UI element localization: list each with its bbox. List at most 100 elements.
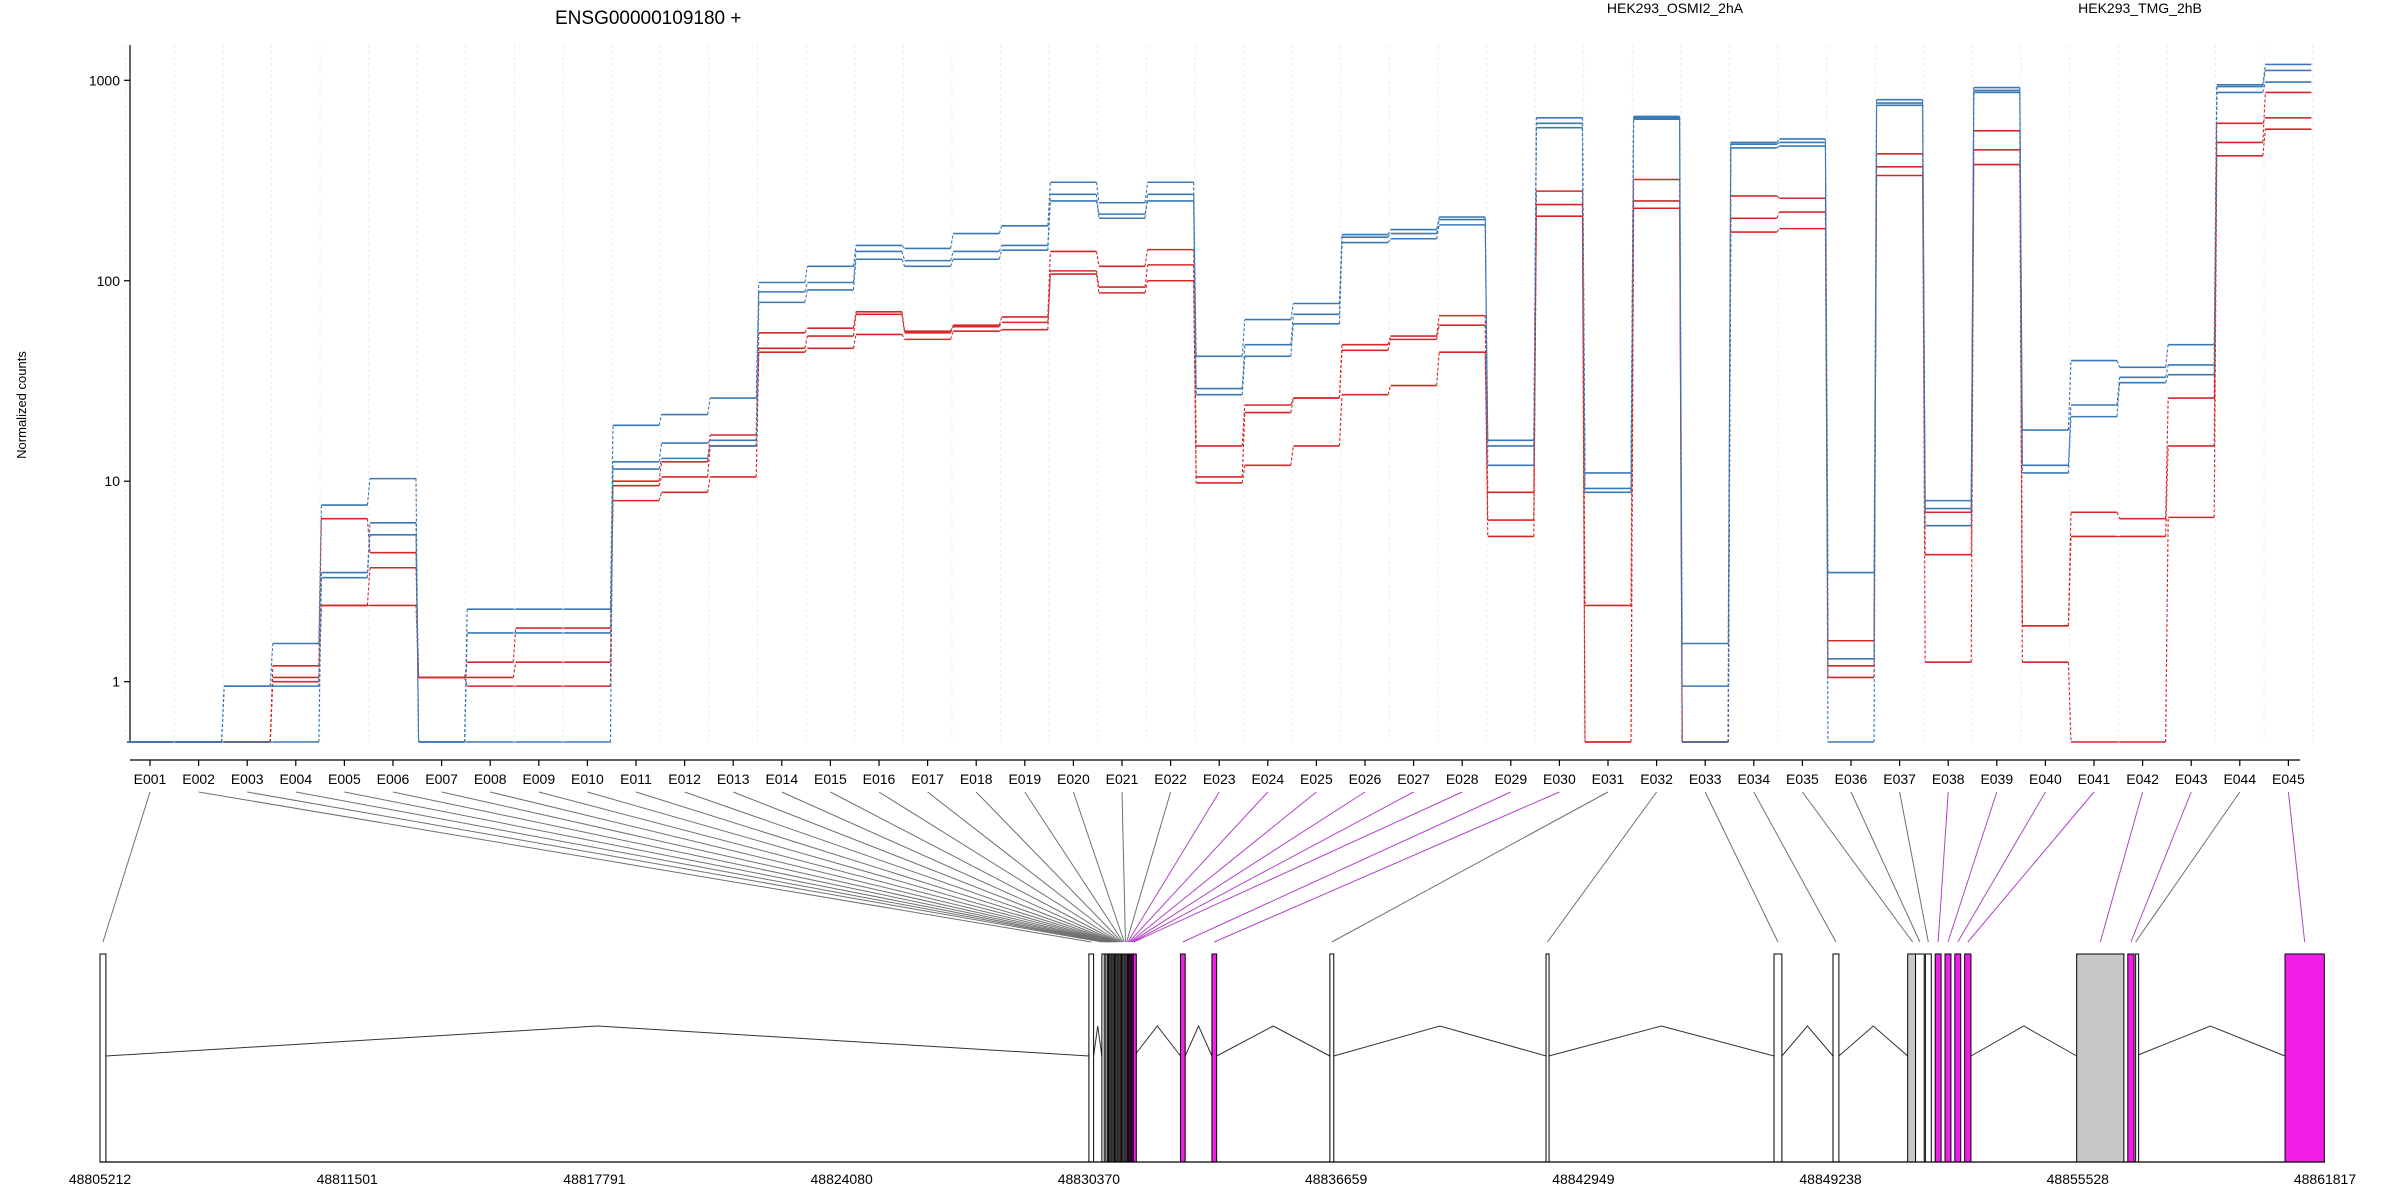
exon-connector bbox=[830, 791, 1119, 943]
exon-connector bbox=[1132, 791, 1414, 943]
genomic-tick-label: 48824080 bbox=[811, 1171, 874, 1187]
series-connector bbox=[1241, 404, 1246, 446]
exon-block bbox=[2284, 953, 2325, 1163]
series-connector bbox=[1776, 138, 1780, 143]
x-tick-label: E005 bbox=[328, 771, 361, 787]
x-tick-label: E022 bbox=[1154, 771, 1187, 787]
series-4 bbox=[127, 69, 2312, 743]
series-connector bbox=[1290, 303, 1294, 320]
exon-connector bbox=[1937, 791, 1949, 943]
series-connector bbox=[2019, 92, 2023, 473]
y-tick-label: 1 bbox=[112, 674, 120, 690]
series-connector bbox=[1290, 397, 1294, 413]
exon-block bbox=[1211, 953, 1218, 1163]
series-connector bbox=[269, 643, 274, 687]
y-tick-label: 100 bbox=[97, 273, 121, 289]
x-tick-label: E039 bbox=[1980, 771, 2013, 787]
series-connector bbox=[2165, 364, 2169, 378]
genomic-tick-label: 48849238 bbox=[1799, 1171, 1862, 1187]
series-connector bbox=[1193, 200, 1197, 395]
series-connector bbox=[658, 461, 663, 482]
exon-connector bbox=[1899, 791, 1929, 943]
series-connector bbox=[658, 414, 663, 426]
series-connector bbox=[998, 322, 1003, 327]
series-connector bbox=[804, 327, 808, 334]
series-connector bbox=[318, 577, 322, 743]
x-tick-label: E010 bbox=[571, 771, 604, 787]
series-connector bbox=[707, 476, 711, 493]
series-connector bbox=[1241, 319, 1246, 357]
exon-connector bbox=[1704, 791, 1779, 943]
intron-line bbox=[1781, 1025, 1834, 1057]
genomic-tick-label: 48861817 bbox=[2294, 1171, 2357, 1187]
x-tick-label: E033 bbox=[1689, 771, 1722, 787]
exon-connector bbox=[102, 791, 151, 943]
x-tick-label: E043 bbox=[2175, 771, 2208, 787]
intron-line bbox=[2135, 1025, 2286, 1057]
series-connector bbox=[1193, 264, 1197, 477]
series-lines bbox=[127, 63, 2312, 743]
series-connector bbox=[901, 245, 906, 249]
series-2 bbox=[127, 91, 2312, 743]
series-connector bbox=[1581, 204, 1586, 743]
exon-connector bbox=[1331, 791, 1609, 943]
series-connector bbox=[950, 326, 954, 334]
series-connector bbox=[2019, 149, 2023, 626]
series-connector bbox=[1436, 325, 1440, 340]
x-tick-label: E007 bbox=[425, 771, 458, 787]
series-connector bbox=[2165, 517, 2169, 743]
exon-block bbox=[2135, 953, 2140, 1163]
series-connector bbox=[901, 311, 906, 332]
exon-connector bbox=[2099, 791, 2144, 943]
series-connector bbox=[1144, 200, 1149, 215]
x-tick-label: E015 bbox=[814, 771, 847, 787]
legend-entry-tmg: HEK293_TMG_2hB bbox=[2078, 0, 2202, 16]
series-connector bbox=[1241, 344, 1246, 389]
series-connector bbox=[1144, 249, 1149, 267]
series-connector bbox=[1776, 228, 1780, 233]
series-connector bbox=[998, 225, 1003, 234]
exon-connector bbox=[1214, 791, 1560, 943]
series-connector bbox=[2213, 155, 2218, 518]
x-tick-label: E027 bbox=[1397, 771, 1430, 787]
series-connector bbox=[1290, 397, 1294, 406]
series-connector bbox=[901, 314, 906, 333]
series-connector bbox=[658, 476, 663, 486]
series-connector bbox=[707, 434, 711, 462]
series-connector bbox=[1095, 270, 1100, 288]
series-connector bbox=[1338, 350, 1343, 399]
gene-model: 48805212 48811501 48817791 48824080 48830370… bbox=[69, 953, 2357, 1187]
exon-block bbox=[1954, 953, 1962, 1163]
series-connector bbox=[1727, 147, 1732, 743]
series-connector bbox=[2262, 70, 2266, 87]
exon-connector bbox=[1850, 791, 1921, 943]
series-connector bbox=[755, 302, 760, 446]
series-connector bbox=[512, 628, 517, 663]
series-connector bbox=[2067, 662, 2072, 743]
series-1 bbox=[127, 128, 2312, 743]
exon-connector bbox=[927, 791, 1122, 943]
series-connector bbox=[1970, 164, 1975, 663]
exon-connector bbox=[538, 791, 1112, 943]
series-connector bbox=[1630, 119, 1635, 493]
series-connector bbox=[1436, 219, 1440, 234]
series-connector bbox=[950, 331, 954, 340]
series-0 bbox=[127, 117, 2312, 743]
exon-block bbox=[1924, 953, 1932, 1163]
series-connector bbox=[1436, 224, 1440, 239]
series-connector bbox=[1338, 394, 1343, 446]
series-connector bbox=[366, 478, 371, 506]
series-connector bbox=[1776, 211, 1780, 219]
exon-connector bbox=[1024, 791, 1124, 943]
exon-connector bbox=[733, 791, 1117, 943]
series-connector bbox=[1047, 200, 1051, 251]
series-connector bbox=[1095, 200, 1100, 215]
x-tick-label: E017 bbox=[911, 771, 944, 787]
exon-connector bbox=[344, 791, 1107, 943]
exon-block bbox=[1329, 953, 1335, 1163]
series-5 bbox=[127, 81, 2312, 743]
x-tick-label: E044 bbox=[2223, 771, 2256, 787]
series-connector bbox=[998, 316, 1003, 326]
series-connector bbox=[950, 251, 954, 261]
